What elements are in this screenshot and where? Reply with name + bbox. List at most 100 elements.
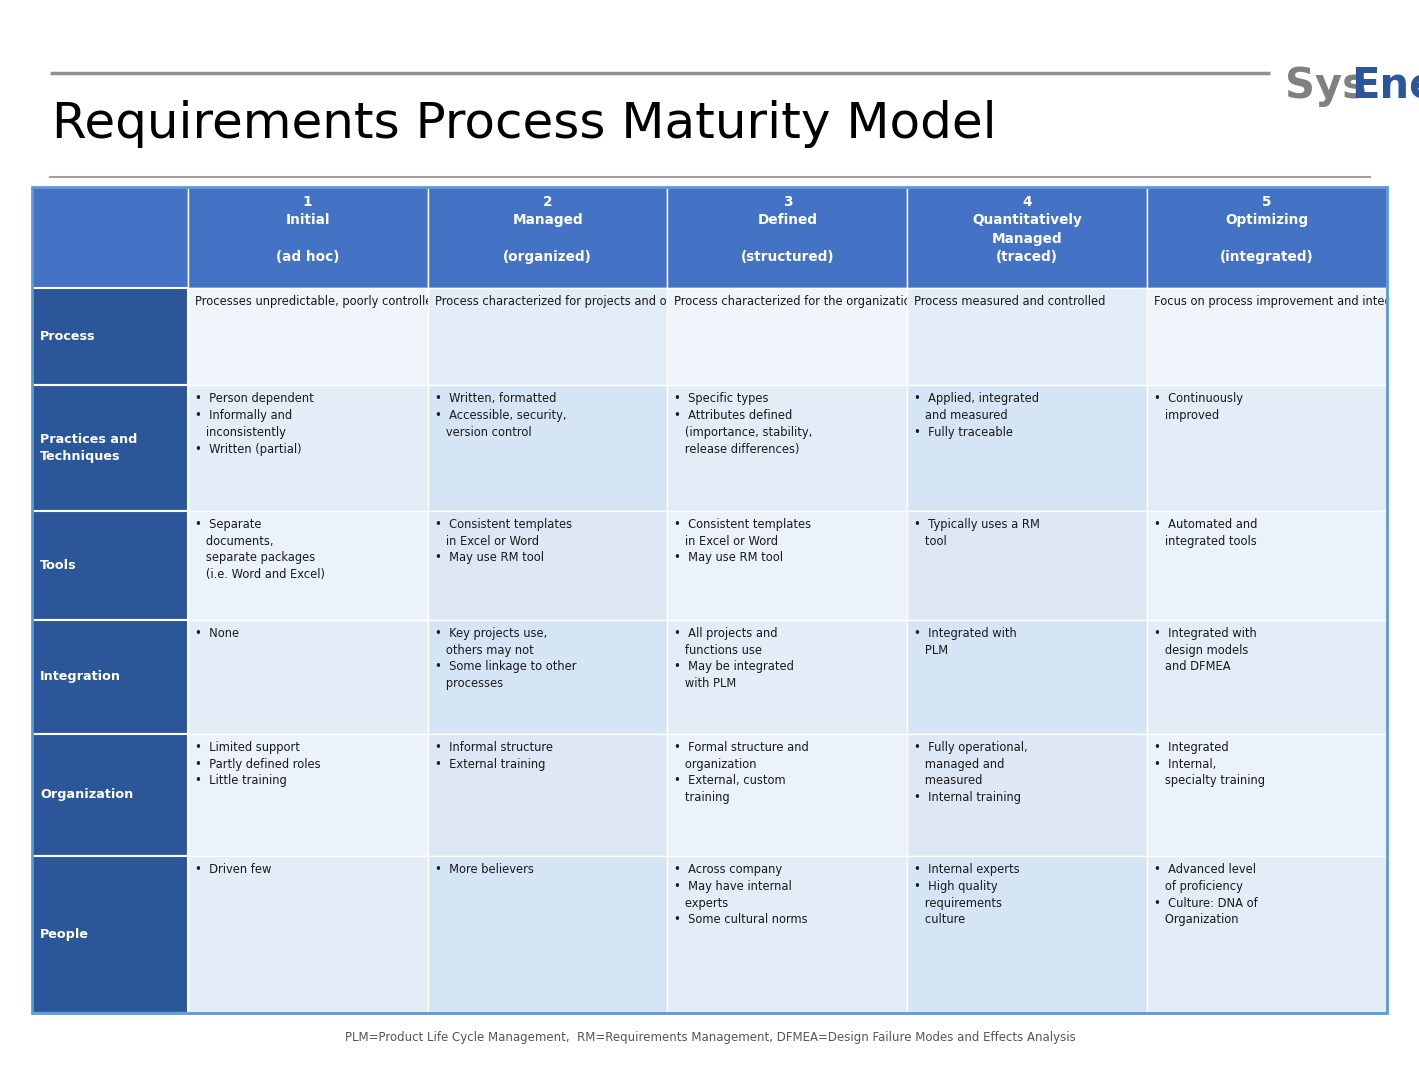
Bar (187, 620, 427, 734)
Bar (187, 856, 427, 1013)
Bar (1147, 734, 1386, 856)
Text: Process characterized for the organization and is proactive: Process characterized for the organizati… (674, 295, 1015, 308)
Bar (667, 511, 907, 620)
Bar (667, 288, 907, 386)
Bar (427, 386, 667, 511)
Bar (427, 511, 667, 620)
Bar (1147, 734, 1386, 856)
Bar (907, 620, 1147, 734)
Bar (1147, 288, 1386, 386)
Text: •  Advanced level
   of proficiency
•  Culture: DNA of
   Organization: • Advanced level of proficiency • Cultur… (1154, 863, 1257, 927)
Bar (667, 511, 907, 620)
Text: •  Key projects use,
   others may not
•  Some linkage to other
   processes: • Key projects use, others may not • Som… (434, 627, 576, 690)
Bar (1147, 511, 1386, 620)
Text: •  Consistent templates
   in Excel or Word
•  May use RM tool: • Consistent templates in Excel or Word … (434, 518, 572, 564)
Bar (33, 734, 187, 856)
Bar (907, 288, 1147, 386)
Bar (1147, 620, 1386, 734)
Bar (1147, 511, 1386, 620)
Bar (667, 856, 907, 1013)
Bar (667, 187, 907, 288)
Text: Process measured and controlled: Process measured and controlled (914, 295, 1105, 308)
Bar (907, 734, 1147, 856)
Text: Requirements Process Maturity Model: Requirements Process Maturity Model (53, 100, 996, 148)
Text: Tools: Tools (40, 559, 77, 572)
Bar (427, 386, 667, 511)
Text: •  Typically uses a RM
   tool: • Typically uses a RM tool (914, 518, 1040, 547)
Text: •  Internal experts
•  High quality
   requirements
   culture: • Internal experts • High quality requir… (914, 863, 1020, 927)
Bar (907, 386, 1147, 511)
Text: 5
Optimizing

(integrated): 5 Optimizing (integrated) (1220, 195, 1314, 264)
Text: •  Continuously
   improved: • Continuously improved (1154, 392, 1243, 422)
Bar (427, 187, 667, 288)
Bar (907, 511, 1147, 620)
Bar (33, 187, 1386, 1013)
Bar (427, 620, 667, 734)
Bar (187, 386, 427, 511)
Bar (667, 386, 907, 511)
Bar (907, 511, 1147, 620)
Bar (907, 856, 1147, 1013)
Bar (187, 187, 427, 288)
Text: •  Written, formatted
•  Accessible, security,
   version control: • Written, formatted • Accessible, secur… (434, 392, 566, 439)
Text: •  Limited support
•  Partly defined roles
•  Little training: • Limited support • Partly defined roles… (194, 741, 321, 787)
Text: •  Separate
   documents,
   separate packages
   (i.e. Word and Excel): • Separate documents, separate packages … (194, 518, 325, 581)
Text: •  Driven few: • Driven few (194, 863, 271, 876)
Text: •  All projects and
   functions use
•  May be integrated
   with PLM: • All projects and functions use • May b… (674, 627, 795, 690)
Bar (427, 734, 667, 856)
Bar (427, 856, 667, 1013)
Bar (427, 288, 667, 386)
Bar (907, 386, 1147, 511)
Bar (187, 511, 427, 620)
Text: Process: Process (40, 330, 95, 343)
Text: •  Across company
•  May have internal
   experts
•  Some cultural norms: • Across company • May have internal exp… (674, 863, 807, 927)
Bar (427, 856, 667, 1013)
Text: 4
Quantitatively
Managed
(traced): 4 Quantitatively Managed (traced) (972, 195, 1083, 264)
Text: •  More believers: • More believers (434, 863, 534, 876)
Text: •  Formal structure and
   organization
•  External, custom
   training: • Formal structure and organization • Ex… (674, 741, 809, 804)
Bar (187, 734, 427, 856)
Bar (33, 620, 187, 734)
Bar (907, 288, 1147, 386)
Bar (187, 511, 427, 620)
Text: •  Integrated
•  Internal,
   specialty training: • Integrated • Internal, specialty train… (1154, 741, 1266, 787)
Text: 1
Initial

(ad hoc): 1 Initial (ad hoc) (277, 195, 339, 264)
Bar (427, 620, 667, 734)
Bar (907, 187, 1147, 288)
Text: PLM=Product Life Cycle Management,  RM=Requirements Management, DFMEA=Design Fai: PLM=Product Life Cycle Management, RM=Re… (345, 1031, 1076, 1044)
Text: •  Automated and
   integrated tools: • Automated and integrated tools (1154, 518, 1257, 547)
Bar (907, 734, 1147, 856)
Text: •  Informal structure
•  External training: • Informal structure • External training (434, 741, 552, 771)
Bar (667, 734, 907, 856)
Text: •  Person dependent
•  Informally and
   inconsistently
•  Written (partial): • Person dependent • Informally and inco… (194, 392, 314, 456)
Bar (667, 734, 907, 856)
Bar (33, 386, 187, 511)
Text: •  Fully operational,
   managed and
   measured
•  Internal training: • Fully operational, managed and measure… (914, 741, 1027, 804)
Bar (33, 288, 187, 386)
Bar (1147, 856, 1386, 1013)
Bar (187, 734, 427, 856)
Text: •  Applied, integrated
   and measured
•  Fully traceable: • Applied, integrated and measured • Ful… (914, 392, 1039, 439)
Bar (33, 856, 187, 1013)
Bar (1147, 386, 1386, 511)
Bar (667, 386, 907, 511)
Text: •  None: • None (194, 627, 238, 640)
Text: Focus on process improvement and integration: Focus on process improvement and integra… (1154, 295, 1419, 308)
Text: Practices and
Techniques: Practices and Techniques (40, 433, 138, 463)
Bar (1147, 856, 1386, 1013)
Bar (667, 620, 907, 734)
Bar (33, 187, 187, 288)
Bar (667, 288, 907, 386)
Text: Process characterized for projects and often reactive: Process characterized for projects and o… (434, 295, 739, 308)
Bar (667, 620, 907, 734)
Text: Organization: Organization (40, 788, 133, 802)
Bar (187, 288, 427, 386)
Bar (1147, 620, 1386, 734)
Text: Integration: Integration (40, 670, 121, 684)
Text: Sys: Sys (1286, 65, 1366, 107)
Bar (907, 620, 1147, 734)
Text: •  Consistent templates
   in Excel or Word
•  May use RM tool: • Consistent templates in Excel or Word … (674, 518, 812, 564)
Text: 2
Managed

(organized): 2 Managed (organized) (504, 195, 592, 264)
Text: •  Integrated with
   PLM: • Integrated with PLM (914, 627, 1017, 657)
Text: Ene: Ene (1351, 65, 1419, 107)
